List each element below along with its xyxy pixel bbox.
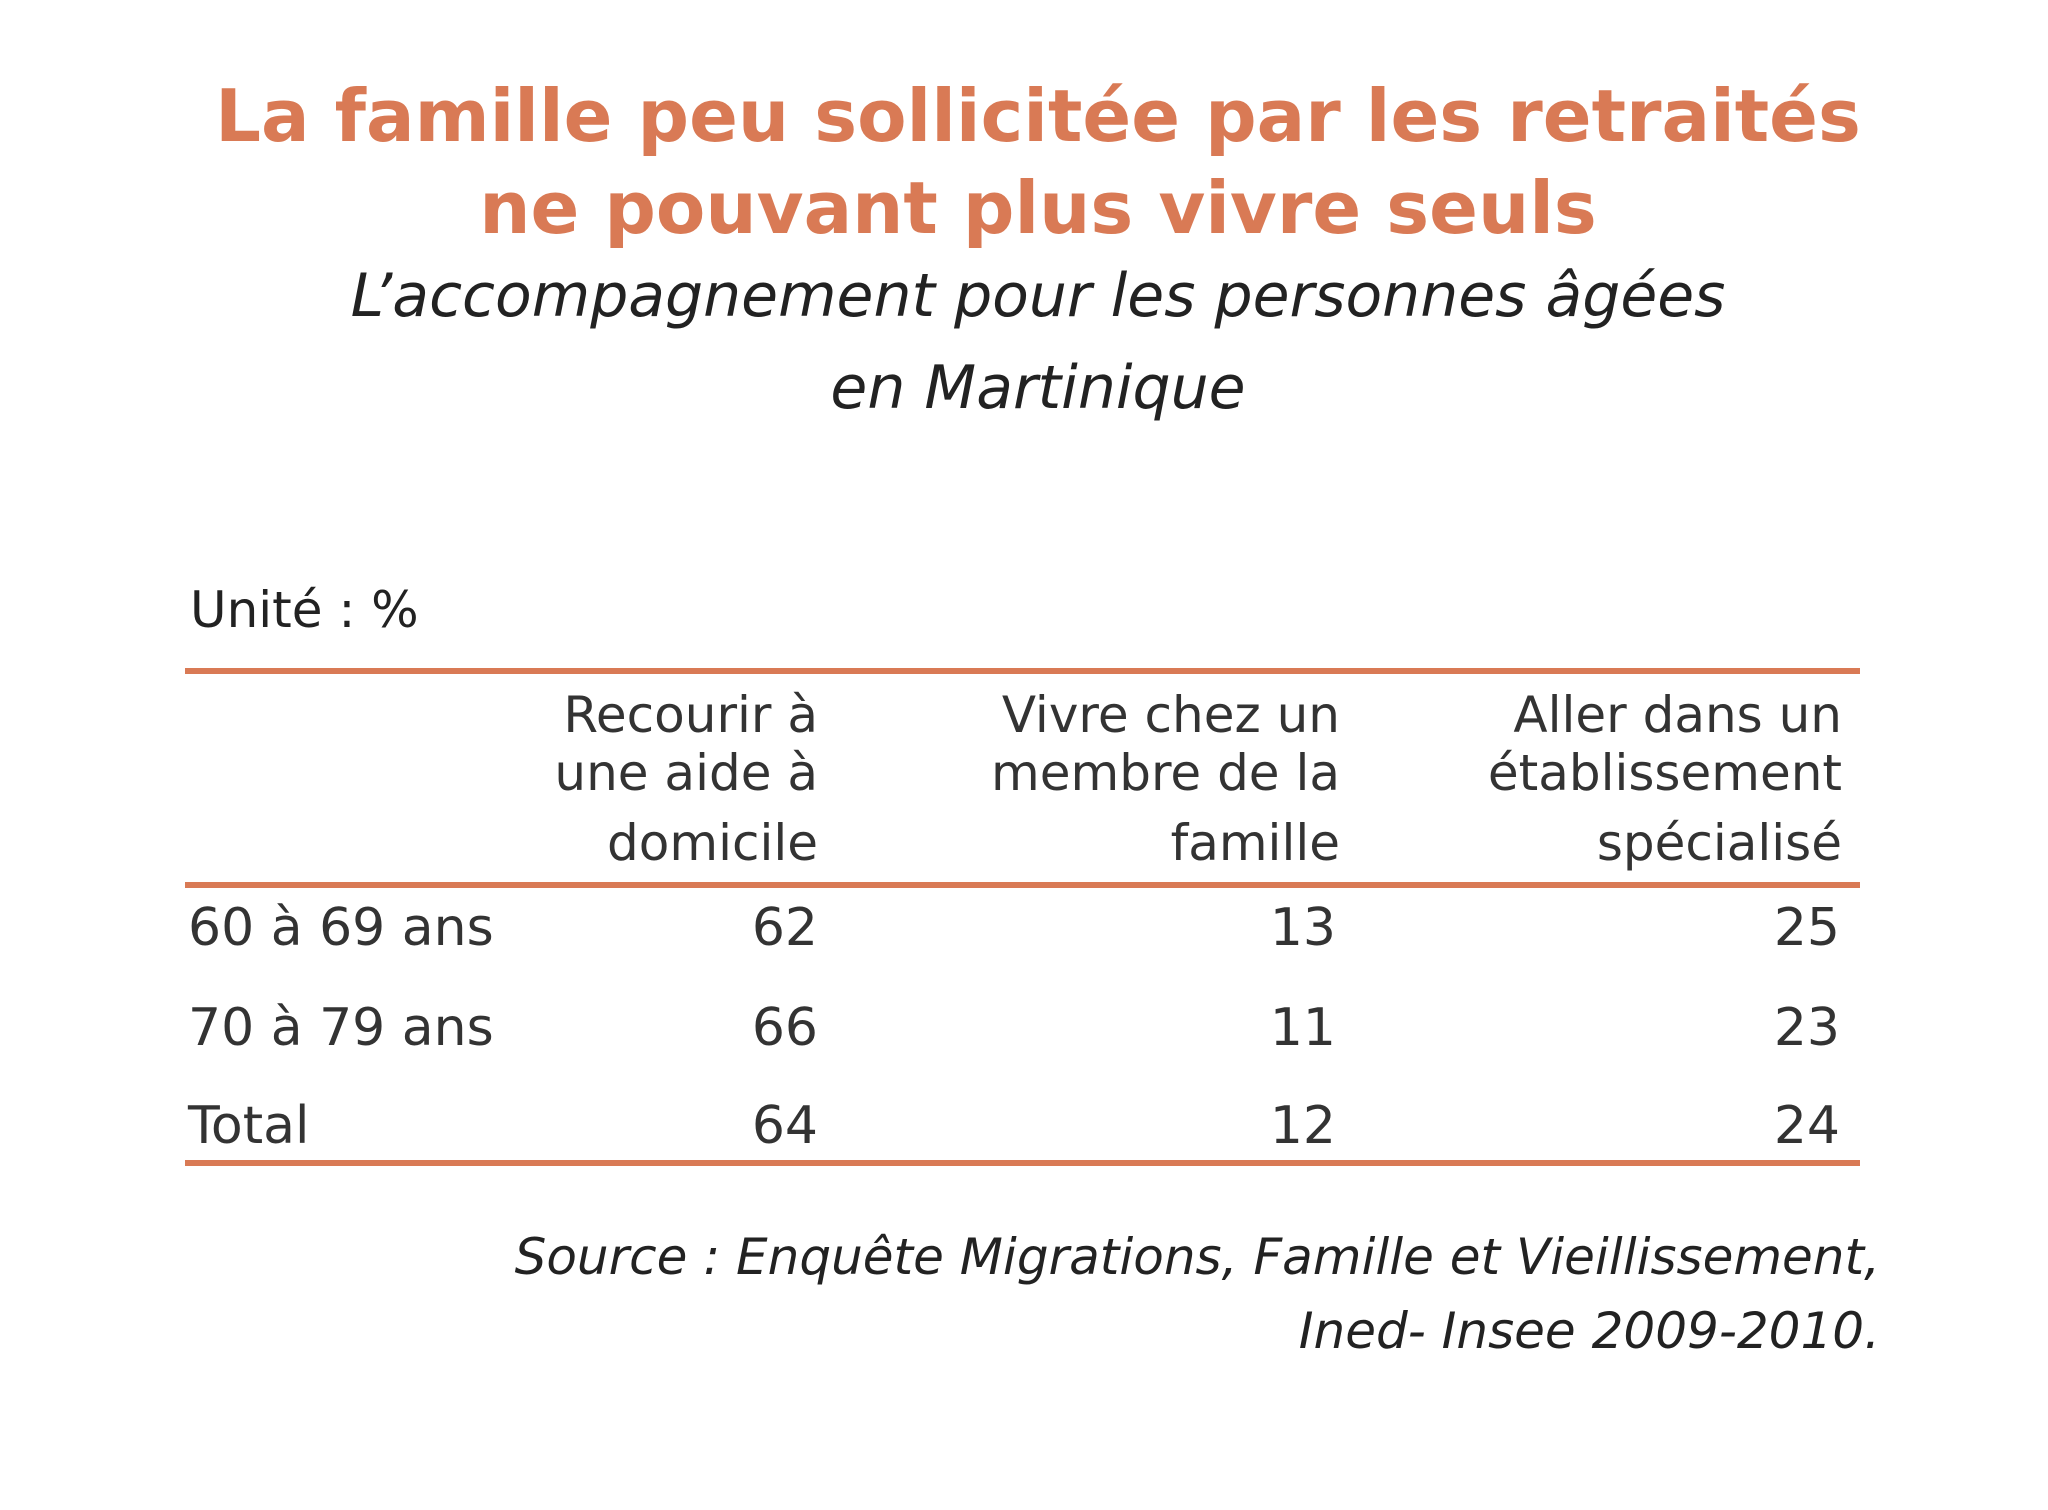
source-note: Source : Enquête Migrations, Famille et … [515, 1220, 1880, 1368]
table-bottom-rule [185, 1160, 1860, 1166]
column-header-home-aid-line-3: domicile [607, 814, 818, 872]
table-top-rule [185, 668, 1860, 674]
column-header-family-member: Vivre chez un membre de la famille [920, 686, 1340, 872]
chart-title: La famille peu sollicitée par les retrai… [0, 70, 2048, 254]
chart-title-line-2: ne pouvant plus vivre seuls [479, 166, 1597, 250]
cell-total-family-member: 12 [1269, 1096, 1336, 1156]
column-header-family-member-line-3: famille [1170, 814, 1340, 872]
column-header-home-aid-line-2: une aide à [554, 744, 818, 802]
table-header-rule [185, 882, 1860, 888]
column-header-family-member-line-1: Vivre chez un [1001, 686, 1340, 744]
column-header-specialized-facility-line-2: établissement [1487, 744, 1842, 802]
chart-subtitle-line-2: en Martinique [830, 353, 1246, 423]
chart-subtitle-line-1: L’accompagnement pour les personnes âgée… [350, 261, 1726, 331]
cell-total-home-aid: 64 [751, 1096, 818, 1156]
chart-subtitle: L’accompagnement pour les personnes âgée… [0, 250, 2048, 434]
source-note-line-1: Source : Enquête Migrations, Famille et … [514, 1228, 1880, 1286]
unit-label: Unité : % [190, 581, 419, 639]
cell-total-specialized-facility: 24 [1773, 1096, 1840, 1156]
source-note-line-2: Ined- Insee 2009-2010. [1298, 1302, 1880, 1360]
cell-70-79-home-aid: 66 [751, 998, 818, 1058]
cell-70-79-family-member: 11 [1269, 998, 1336, 1058]
row-label-70-79: 70 à 79 ans [188, 998, 494, 1058]
cell-60-69-specialized-facility: 25 [1773, 898, 1840, 958]
column-header-specialized-facility: Aller dans un établissement spécialisé [1422, 686, 1842, 872]
row-label-total: Total [188, 1096, 310, 1156]
row-label-60-69: 60 à 69 ans [188, 898, 494, 958]
column-header-home-aid: Recourir à une aide à domicile [418, 686, 818, 872]
cell-60-69-home-aid: 62 [751, 898, 818, 958]
cell-70-79-specialized-facility: 23 [1773, 998, 1840, 1058]
chart-title-line-1: La famille peu sollicitée par les retrai… [215, 74, 1861, 158]
column-header-family-member-line-2: membre de la [991, 744, 1340, 802]
column-header-specialized-facility-line-1: Aller dans un [1513, 686, 1842, 744]
column-header-home-aid-line-1: Recourir à [563, 686, 818, 744]
column-header-specialized-facility-line-3: spécialisé [1596, 814, 1842, 872]
cell-60-69-family-member: 13 [1269, 898, 1336, 958]
